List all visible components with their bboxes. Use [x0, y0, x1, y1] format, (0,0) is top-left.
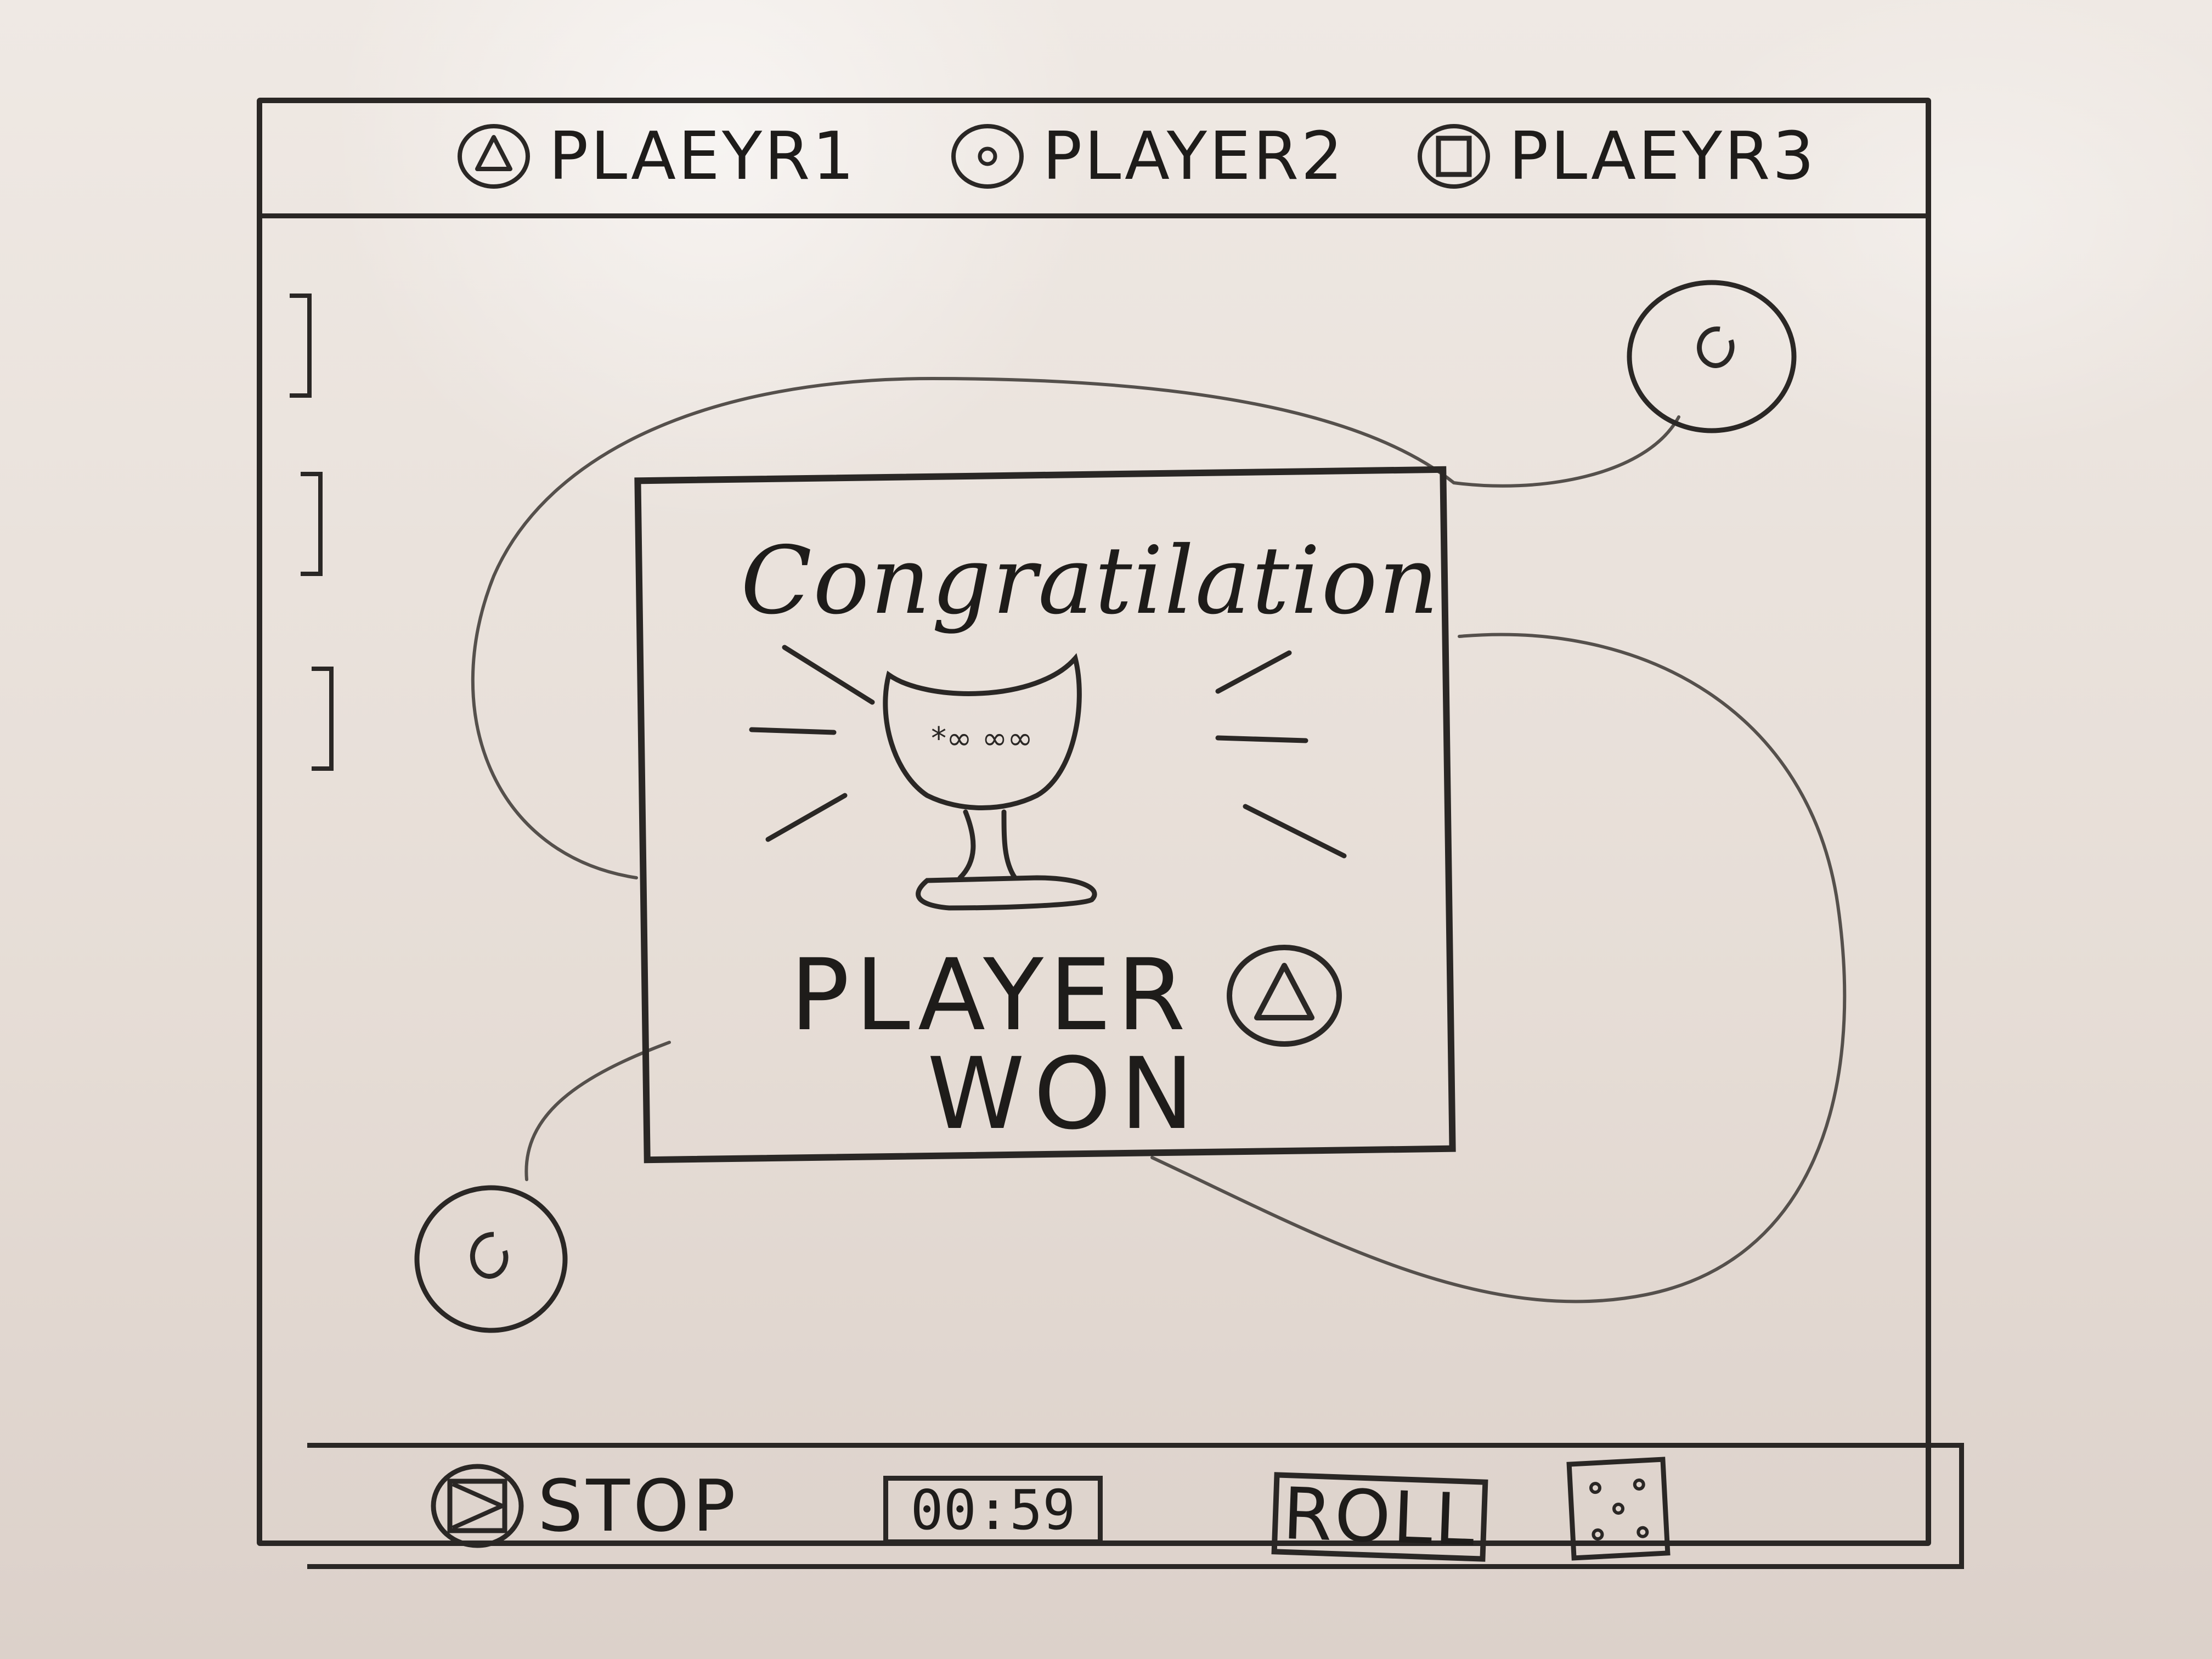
roll-button[interactable]: ROLL	[1271, 1472, 1488, 1562]
player-label: PLAEYR3	[1509, 118, 1816, 195]
winner-text-player: PLAYER	[790, 938, 1191, 1053]
player-token-circle[interactable]	[1624, 274, 1805, 439]
player-token-circle[interactable]	[411, 1180, 576, 1344]
stop-button[interactable]: STOP	[428, 1459, 739, 1553]
stop-label: STOP	[538, 1464, 739, 1548]
turn-timer: 00:59	[883, 1476, 1103, 1544]
circle-icon	[951, 124, 1024, 189]
triangle-icon	[458, 124, 530, 189]
trophy-icon: *∞ ∞∞	[749, 645, 1347, 911]
player-tab-2[interactable]: PLAYER2	[949, 115, 1345, 198]
dice-pip	[1636, 1526, 1649, 1539]
side-tab-2[interactable]	[301, 472, 323, 576]
side-tab-3[interactable]	[312, 667, 334, 771]
dice-pip	[1591, 1528, 1604, 1541]
dice-pip	[1612, 1502, 1625, 1515]
trophy-engraving: *∞ ∞∞	[931, 721, 1033, 757]
player-tab-1[interactable]: PLAEYR1	[455, 115, 856, 198]
trophy-area: *∞ ∞∞	[730, 631, 1366, 916]
stop-icon	[431, 1464, 524, 1548]
side-tab-1[interactable]	[290, 294, 312, 398]
dice-pip	[1633, 1478, 1646, 1491]
dice-pip	[1589, 1481, 1602, 1494]
player-label: PLAYER2	[1042, 118, 1345, 195]
player-tab-3[interactable]: PLAEYR3	[1415, 115, 1816, 198]
dice-icon[interactable]	[1566, 1457, 1671, 1561]
control-bar	[307, 1443, 1964, 1569]
winner-line: PLAYER	[790, 938, 1345, 1053]
player-bar	[257, 98, 1931, 218]
player-label: PLAEYR1	[549, 118, 856, 195]
winner-text-won: WON	[927, 1037, 1203, 1152]
dialog-title: Congratilation	[741, 527, 1440, 635]
triangle-icon	[1226, 944, 1342, 1047]
square-icon	[1418, 124, 1490, 189]
